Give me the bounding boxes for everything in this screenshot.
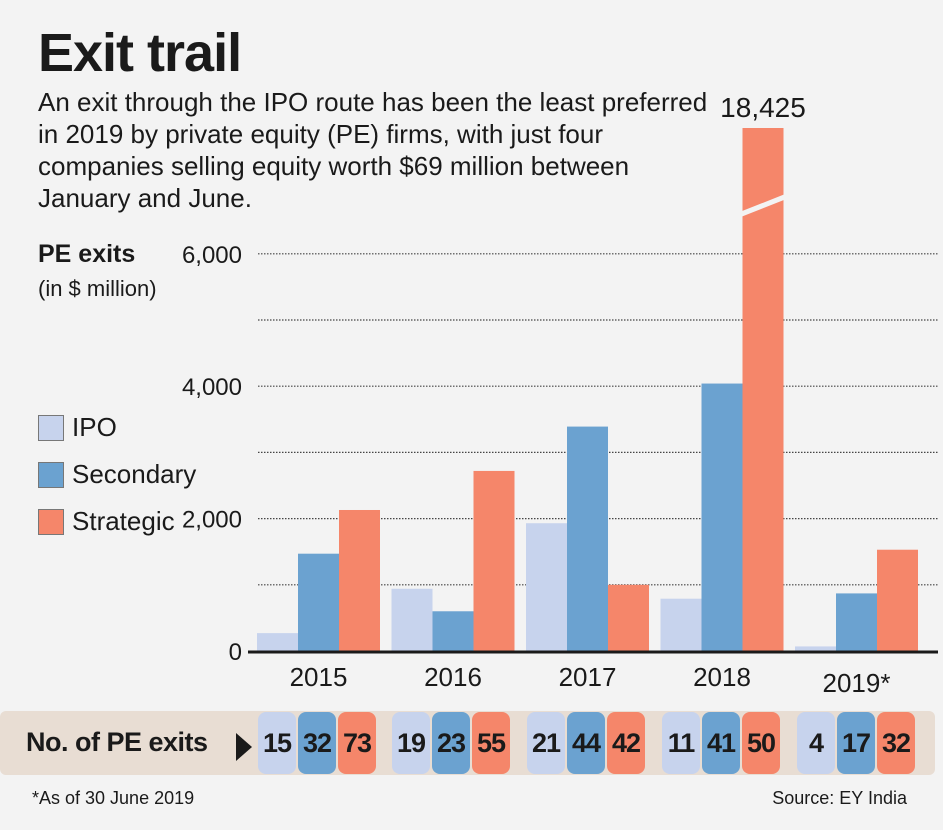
- count-cell-ipo: 21: [527, 712, 565, 774]
- legend-swatch: [38, 461, 64, 488]
- x-tick-label: 2018: [693, 662, 751, 692]
- count-cell-strategic: 73: [338, 712, 376, 774]
- x-tick-label: 2017: [559, 662, 617, 692]
- count-cell-ipo: 4: [797, 712, 835, 774]
- bar-chart: 0 2,000 4,000 6,000 2015 2016 2017 18,425 2018 20…: [182, 92, 938, 698]
- bar-strategic-2016: [473, 470, 515, 651]
- y-tick-label: 0: [229, 639, 242, 666]
- count-cell-ipo: 15: [258, 712, 296, 774]
- x-tick-label: 2015: [290, 662, 348, 692]
- y-tick-label: 6,000: [182, 242, 242, 269]
- count-cell-strategic: 42: [607, 712, 645, 774]
- y-axis-unit: (in $ million): [38, 276, 157, 301]
- count-cell-strategic: 50: [742, 712, 780, 774]
- counts-label: No. of PE exits: [26, 727, 208, 757]
- bar-secondary-2017: [567, 426, 608, 651]
- bar-strategic-2017: [608, 584, 649, 651]
- legend-label: IPO: [72, 412, 117, 442]
- bar-ipo-2017: [526, 523, 567, 651]
- axis-break: [740, 194, 786, 217]
- legend-label: Secondary: [72, 459, 197, 489]
- legend-swatch: [38, 508, 64, 535]
- count-cell-strategic: 55: [472, 712, 510, 774]
- count-cell-secondary: 32: [298, 712, 336, 774]
- bar-secondary-2015: [298, 553, 339, 651]
- y-axis-label: PE exits: [38, 240, 136, 268]
- bar-ipo-2015: [257, 633, 298, 651]
- legend: IPO Secondary Strategic: [38, 404, 196, 545]
- legend-item-ipo: IPO: [38, 404, 196, 451]
- bar-secondary-2016: [432, 611, 474, 651]
- count-cell-secondary: 23: [432, 712, 470, 774]
- count-cell-secondary: 44: [567, 712, 605, 774]
- bar-ipo-2016: [391, 588, 433, 651]
- bar-ipo-2019: [795, 646, 836, 651]
- chart-title: Exit trail: [38, 23, 242, 83]
- x-tick-label: 2016: [424, 662, 482, 692]
- legend-swatch: [38, 414, 64, 441]
- legend-item-secondary: Secondary: [38, 451, 196, 498]
- chart-subtitle: An exit through the IPO route has been t…: [38, 87, 708, 213]
- y-tick-label: 4,000: [182, 374, 242, 401]
- legend-label: Strategic: [72, 506, 175, 536]
- source: Source: EY India: [772, 788, 907, 808]
- arrow-right-icon: [236, 733, 252, 761]
- bar-secondary-2018: [701, 383, 743, 651]
- bar-ipo-2018: [660, 598, 702, 651]
- legend-item-strategic: Strategic: [38, 498, 196, 545]
- count-cell-strategic: 32: [877, 712, 915, 774]
- data-label: 18,425: [720, 92, 806, 123]
- bar-strategic-2015: [339, 509, 380, 651]
- bar-secondary-2019: [836, 593, 877, 651]
- footnote: *As of 30 June 2019: [32, 788, 195, 808]
- count-cell-secondary: 17: [837, 712, 875, 774]
- y-tick-label: 2,000: [182, 507, 242, 534]
- count-cell-secondary: 41: [702, 712, 740, 774]
- bar-strategic-2019: [877, 549, 918, 651]
- x-tick-label: 2019*: [823, 668, 891, 698]
- count-cell-ipo: 11: [662, 712, 700, 774]
- count-cell-ipo: 19: [392, 712, 430, 774]
- bar-strategic-2018: [742, 128, 784, 651]
